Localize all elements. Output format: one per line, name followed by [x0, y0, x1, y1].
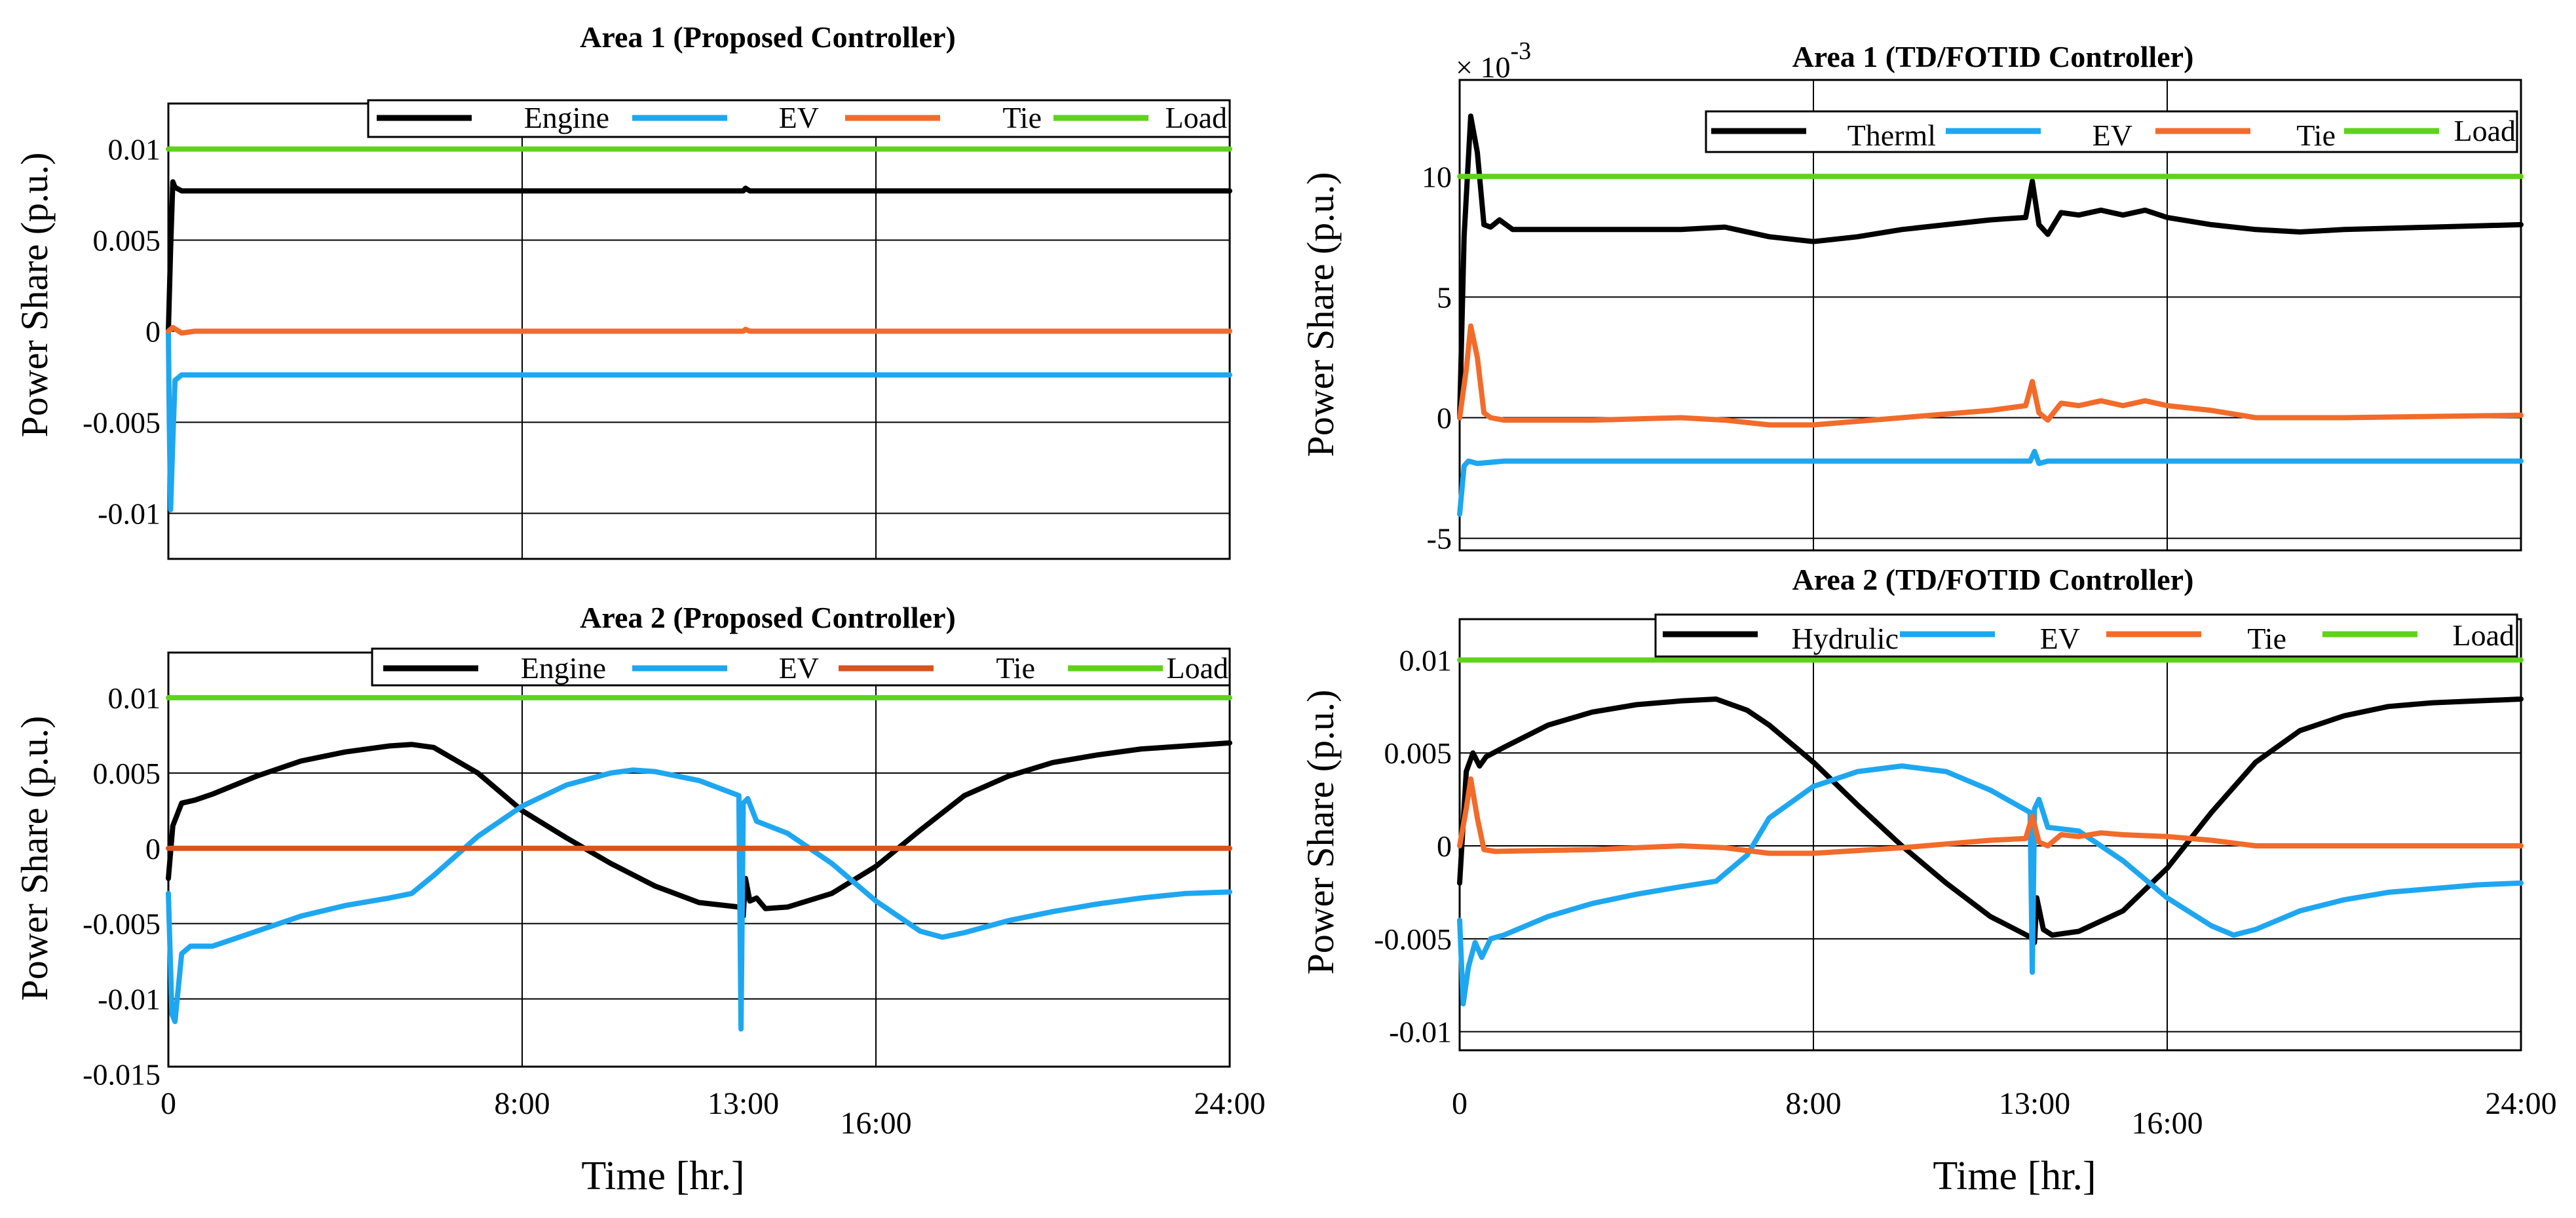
x-tick-labels: 0 8:00 13:00 16:00 24:00	[1452, 1086, 2557, 1141]
legend-label-1: Therml	[1847, 119, 1936, 152]
x-tick-label: 8:00	[1785, 1086, 1841, 1121]
y-axis-label: Power Share (p.u.)	[1299, 172, 1342, 457]
series-lines	[1457, 657, 2524, 1007]
x-tick-label: 0	[161, 1086, 176, 1121]
y-axis-label: Power Share (p.u.)	[13, 716, 56, 1001]
series-line-ev	[166, 767, 1232, 1032]
x-tick-label: 0	[1452, 1086, 1468, 1121]
y-tick-label: 0.005	[93, 757, 161, 790]
y-tick-label: -0.01	[98, 497, 161, 531]
series-line-ev	[166, 328, 1232, 512]
series-line-ev	[1457, 763, 2524, 1007]
legend: Therml EV Tie Load	[1705, 110, 2518, 153]
axis-multiplier: × 10-3	[1456, 37, 1531, 84]
y-tick-label: 0	[145, 315, 161, 349]
series-line-therml	[1457, 113, 2524, 421]
gridlines	[1460, 619, 2521, 1050]
series-lines	[1457, 113, 2524, 517]
y-tick-labels: 0.01 0.005 0 -0.005 -0.01	[1374, 643, 1452, 1048]
x-tick-label: 13:00	[1999, 1086, 2070, 1121]
legend-label-1: Engine	[521, 651, 606, 685]
legend: Hydrulic EV Tie Load	[1654, 613, 2518, 658]
y-tick-label: 0.005	[1384, 736, 1452, 770]
legend-label-4: Load	[1166, 651, 1228, 685]
series-line-tie	[166, 324, 1232, 336]
y-tick-label: -0.01	[1389, 1016, 1452, 1049]
y-tick-label: 0	[1437, 401, 1452, 434]
y-tick-label: 0.01	[1399, 643, 1452, 677]
y-tick-labels: 0.01 0.005 0 -0.005 -0.01	[83, 133, 161, 531]
plot-frame	[167, 651, 1231, 1068]
legend-label-2: EV	[2040, 622, 2080, 655]
chart-area2-proposed: Area 2 (Proposed Controller) Power Share…	[13, 601, 1266, 1198]
chart-area2-td-fotid: Area 2 (TD/FOTID Controller) Power Share…	[1299, 563, 2557, 1198]
y-axis-label: Power Share (p.u.)	[1299, 690, 1342, 975]
series-lines	[166, 146, 1232, 512]
legend-label-2: EV	[2093, 119, 2132, 152]
x-tick-label: 8:00	[494, 1086, 550, 1121]
y-tick-label: -0.01	[98, 983, 161, 1016]
gridlines	[168, 653, 1230, 1067]
series-line-tie	[1457, 776, 2524, 856]
x-tick-label: 24:00	[2485, 1086, 2556, 1121]
series-line-tie	[1457, 323, 2524, 428]
y-tick-label: 10	[1422, 160, 1452, 193]
legend-label-2: EV	[779, 651, 819, 685]
x-tick-label: 24:00	[1194, 1086, 1265, 1121]
y-tick-label: -0.015	[83, 1057, 161, 1091]
legend: Engine EV Tie Load	[371, 647, 1231, 687]
x-tick-label: 16:00	[840, 1106, 911, 1141]
legend-label-3: Tie	[996, 651, 1035, 685]
y-tick-label: -0.005	[83, 406, 161, 440]
legend-label-2: EV	[779, 101, 819, 134]
chart-area1-td-fotid: Area 1 (TD/FOTID Controller) Power Share…	[1299, 37, 2524, 556]
chart-area1-proposed: Area 1 (Proposed Controller) Power Share…	[13, 20, 1232, 560]
y-tick-labels: 0.01 0.005 0 -0.005 -0.01 -0.015	[83, 681, 161, 1092]
legend-box	[371, 647, 1231, 687]
y-tick-labels: 10 5 0 -5	[1422, 160, 1452, 555]
x-tick-label: 13:00	[708, 1086, 779, 1121]
series-lines	[166, 695, 1232, 1032]
legend-label-4: Load	[2452, 619, 2514, 652]
y-tick-label: 0.01	[108, 681, 161, 715]
legend-label-3: Tie	[1002, 101, 1042, 134]
legend-label-3: Tie	[2247, 622, 2286, 655]
x-axis-label: Time [hr.]	[1933, 1154, 2096, 1198]
chart-title: Area 1 (TD/FOTID Controller)	[1792, 40, 2194, 73]
y-tick-label: -0.005	[1374, 923, 1452, 956]
plot-frame	[1458, 618, 2522, 1052]
y-tick-label: 0.01	[108, 133, 161, 166]
legend-label-1: Hydrulic	[1791, 622, 1899, 655]
y-tick-label: -0.005	[83, 907, 161, 941]
series-line-engine	[166, 179, 1232, 334]
legend-label-1: Engine	[524, 101, 609, 134]
legend-label-3: Tie	[2296, 119, 2336, 152]
x-tick-label: 16:00	[2131, 1106, 2203, 1141]
y-tick-label: 0.005	[93, 224, 161, 257]
chart-title: Area 1 (Proposed Controller)	[580, 20, 956, 54]
x-axis-label: Time [hr.]	[581, 1154, 744, 1198]
y-tick-label: 0	[1437, 829, 1452, 863]
legend: Engine EV Tie Load	[367, 99, 1231, 138]
series-line-ev	[1457, 449, 2524, 517]
y-tick-label: 0	[145, 832, 161, 866]
series-line-engine	[166, 740, 1232, 919]
chart-title: Area 2 (Proposed Controller)	[580, 601, 956, 634]
legend-label-4: Load	[2453, 114, 2516, 147]
legend-label-4: Load	[1165, 101, 1227, 134]
series-line-hydrulic	[1457, 696, 2524, 945]
x-tick-labels: 0 8:00 13:00 16:00 24:00	[161, 1086, 1266, 1141]
y-tick-label: 5	[1437, 280, 1452, 314]
chart-title: Area 2 (TD/FOTID Controller)	[1792, 563, 2194, 596]
y-axis-label: Power Share (p.u.)	[13, 153, 56, 438]
y-tick-label: -5	[1427, 522, 1452, 556]
